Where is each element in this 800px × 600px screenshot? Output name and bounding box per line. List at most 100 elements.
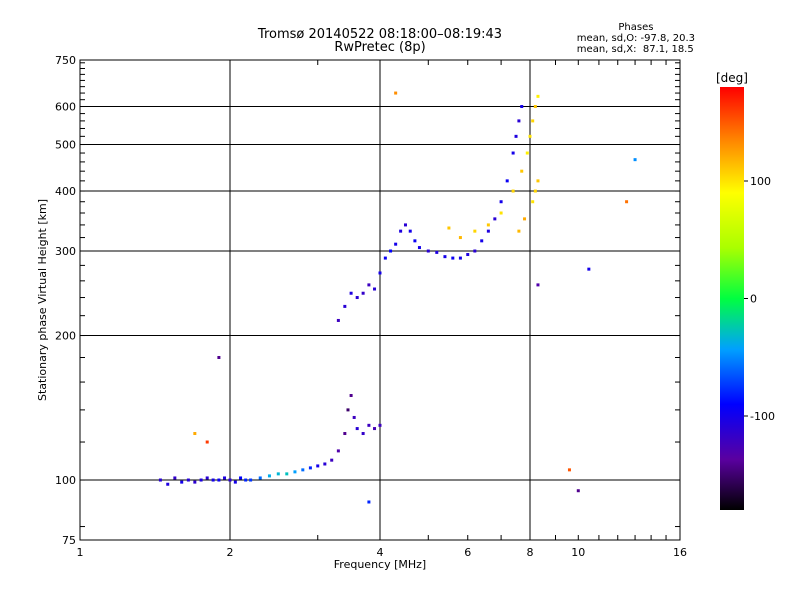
y-tick-label: 500	[55, 139, 76, 152]
data-point	[346, 408, 350, 412]
data-point	[343, 304, 347, 308]
data-point	[531, 119, 535, 123]
data-point	[567, 468, 571, 472]
data-point	[451, 256, 455, 260]
data-point	[473, 249, 477, 253]
phase-summary-x: mean, sd,X: 87.1, 18.5	[576, 44, 694, 55]
data-point	[336, 449, 340, 453]
data-point	[511, 189, 515, 193]
data-point	[528, 134, 532, 138]
data-point	[417, 246, 421, 250]
data-point	[536, 94, 540, 98]
data-point	[499, 211, 503, 215]
data-point	[323, 462, 327, 466]
x-tick-label: 10	[571, 546, 585, 559]
colorbar-ticks: 100 0 -100	[744, 175, 775, 423]
data-point	[343, 432, 347, 436]
data-point	[525, 151, 529, 155]
data-point	[486, 229, 490, 233]
data-point	[244, 478, 248, 482]
data-point	[249, 478, 253, 482]
data-point	[408, 229, 412, 233]
data-point	[520, 105, 524, 109]
data-point	[413, 239, 417, 243]
data-point	[367, 423, 371, 427]
data-point	[316, 464, 320, 468]
data-point	[223, 476, 227, 480]
data-point	[520, 169, 524, 173]
data-point	[205, 476, 209, 480]
data-point	[378, 423, 382, 427]
x-tick-labels: 1 2 4 6 8 10 16	[77, 546, 688, 559]
x-tick-label: 8	[527, 546, 534, 559]
data-point	[517, 119, 521, 123]
data-point	[625, 200, 629, 204]
data-point	[394, 91, 398, 95]
y-tick-label: 300	[55, 245, 76, 258]
data-point	[336, 318, 340, 322]
data-point	[486, 223, 490, 227]
colorbar-tick-label: 100	[750, 175, 771, 188]
data-point	[301, 468, 305, 472]
y-tick-label: 200	[55, 330, 76, 343]
data-point	[533, 105, 537, 109]
data-point	[536, 179, 540, 183]
y-tick-label: 600	[55, 101, 76, 114]
data-point	[158, 478, 162, 482]
phase-summary-o: mean, sd,O: -97.8, 20.3	[576, 33, 695, 44]
data-point	[499, 200, 503, 204]
data-point	[394, 242, 398, 246]
data-point	[199, 478, 203, 482]
chart-subtitle: RwPretec (8p)	[334, 40, 426, 55]
data-point	[493, 217, 497, 221]
data-point	[361, 291, 365, 295]
data-point	[576, 489, 580, 493]
data-point	[367, 500, 371, 504]
phase-summary: Phases mean, sd,O: -97.8, 20.3 mean, sd,…	[577, 22, 695, 55]
data-point	[205, 440, 209, 444]
data-point	[373, 427, 377, 431]
data-point	[355, 296, 359, 300]
data-point	[193, 432, 197, 436]
data-point	[211, 478, 215, 482]
x-tick-label: 2	[227, 546, 234, 559]
data-point	[330, 458, 334, 462]
data-point	[458, 236, 462, 240]
data-point	[480, 239, 484, 243]
grid-lines	[80, 60, 680, 540]
y-tick-label: 750	[55, 54, 76, 67]
data-point	[308, 466, 312, 470]
data-point	[239, 476, 243, 480]
data-point	[352, 415, 356, 419]
data-point	[233, 480, 237, 484]
colorbar-label: [deg]	[716, 71, 748, 85]
axis-ticks	[79, 60, 681, 540]
data-point	[349, 291, 353, 295]
data-point	[293, 470, 297, 474]
data-point	[399, 229, 403, 233]
x-tick-label: 1	[77, 546, 84, 559]
data-point	[389, 249, 393, 253]
colorbar-tick-label: -100	[750, 410, 775, 423]
data-point	[267, 474, 271, 478]
data-point	[633, 158, 637, 162]
data-point	[180, 480, 184, 484]
data-point	[505, 179, 509, 183]
x-tick-label: 16	[673, 546, 687, 559]
data-point	[511, 151, 515, 155]
data-point	[193, 480, 197, 484]
data-point	[186, 478, 190, 482]
data-point	[443, 255, 447, 259]
data-point	[285, 472, 289, 476]
data-point	[355, 427, 359, 431]
data-point	[258, 476, 262, 480]
y-tick-labels: 75 100 200 300 400 500 600 750	[55, 54, 76, 547]
data-point	[435, 250, 439, 254]
x-tick-label: 4	[377, 546, 384, 559]
data-point	[361, 432, 365, 436]
data-point	[514, 134, 518, 138]
data-point	[217, 355, 221, 359]
data-point	[373, 287, 377, 291]
colorbar-tick-label: 0	[750, 293, 757, 306]
